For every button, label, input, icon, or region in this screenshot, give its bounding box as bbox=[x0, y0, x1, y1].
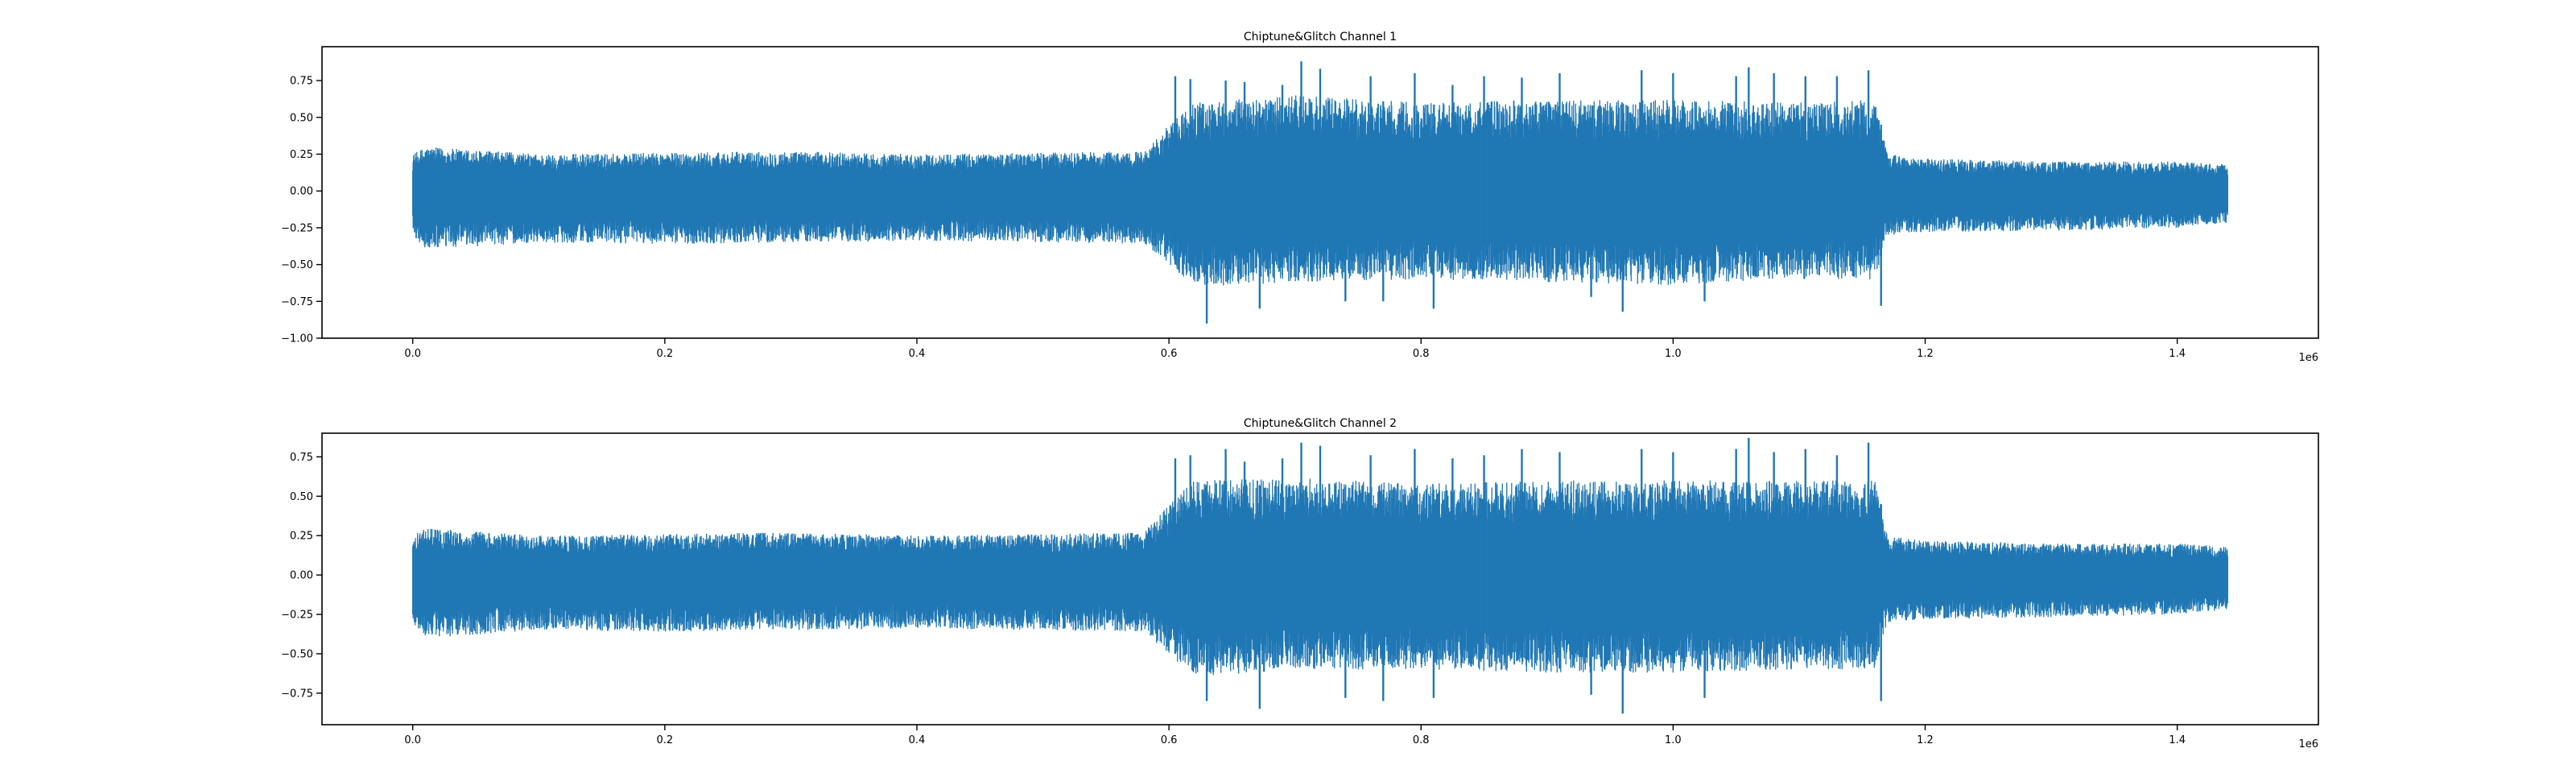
chart-title: Chiptune&Glitch Channel 2 bbox=[1244, 417, 1397, 430]
y-tick-label: 0.50 bbox=[290, 491, 313, 503]
x-tick-label: 0.4 bbox=[909, 348, 926, 360]
x-tick-label: 0.8 bbox=[1413, 348, 1430, 360]
x-tick-label: 1.0 bbox=[1665, 348, 1682, 360]
x-axis-offset-label: 1e6 bbox=[2298, 352, 2318, 364]
chart-title: Chiptune&Glitch Channel 1 bbox=[1244, 31, 1397, 43]
axes-frame bbox=[321, 432, 2319, 725]
axes-frame bbox=[321, 46, 2319, 339]
y-tick-label: 0.00 bbox=[290, 186, 313, 198]
x-tick-label: 0.8 bbox=[1413, 734, 1430, 746]
y-tick-label: −0.25 bbox=[281, 222, 313, 234]
x-tick-label: 0.2 bbox=[657, 734, 674, 746]
y-tick-label: −0.25 bbox=[281, 610, 313, 622]
waveform-channel-2 bbox=[412, 437, 2228, 714]
y-tick-label: −0.50 bbox=[281, 259, 313, 271]
x-tick-label: 0.6 bbox=[1161, 734, 1178, 746]
x-tick-label: 0.4 bbox=[909, 734, 926, 746]
x-axis-offset-label: 1e6 bbox=[2298, 738, 2318, 750]
axis-ticks-channel-2: 0.0 0.2 0.4 0.6 0.8 1.0 1.2 1.4 −0.75 −0.50 −0.25 0… bbox=[281, 452, 2186, 746]
x-tick-label: 0.6 bbox=[1161, 348, 1178, 360]
x-tick-label: 1.0 bbox=[1665, 734, 1682, 746]
y-tick-label: −0.50 bbox=[281, 648, 313, 660]
subplot-channel-2: Chiptune&Glitch Channel 2 0.0 0.2 0.4 0.6 0.… bbox=[281, 417, 2319, 750]
y-tick-label: 0.00 bbox=[290, 570, 313, 582]
y-tick-label: −0.75 bbox=[281, 296, 313, 308]
y-tick-label: 0.75 bbox=[290, 76, 313, 88]
subplot-channel-1: Chiptune&Glitch Channel 1 0.0 0.2 0.4 0.6 0.… bbox=[281, 31, 2319, 364]
waveform-channel-1 bbox=[412, 61, 2228, 324]
x-tick-label: 0.2 bbox=[657, 348, 674, 360]
x-tick-label: 0.0 bbox=[404, 734, 421, 746]
y-tick-label: 0.25 bbox=[290, 149, 313, 161]
y-tick-label: −1.00 bbox=[281, 333, 313, 345]
y-tick-label: −0.75 bbox=[281, 688, 313, 700]
y-tick-label: 0.25 bbox=[290, 531, 313, 543]
y-tick-label: 0.75 bbox=[290, 452, 313, 464]
x-tick-label: 1.2 bbox=[1917, 734, 1934, 746]
x-tick-label: 1.4 bbox=[2169, 348, 2186, 360]
x-tick-label: 1.2 bbox=[1917, 348, 1934, 360]
y-tick-label: 0.50 bbox=[290, 112, 313, 124]
x-tick-label: 0.0 bbox=[404, 348, 421, 360]
axis-ticks-channel-1: 0.0 0.2 0.4 0.6 0.8 1.0 1.2 1.4 −1.00 −0.75 −0.50 −… bbox=[281, 76, 2186, 360]
x-tick-label: 1.4 bbox=[2169, 734, 2186, 746]
